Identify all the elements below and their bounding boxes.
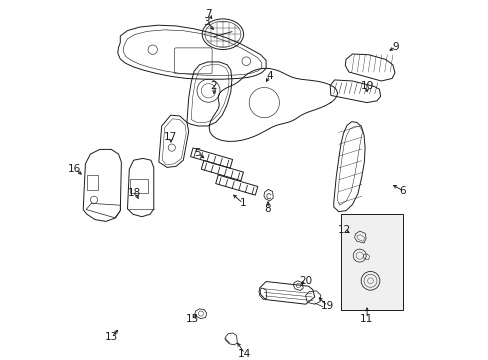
Text: 3: 3 — [203, 17, 209, 27]
Bar — [130, 179, 147, 193]
Text: 11: 11 — [360, 314, 373, 324]
Text: 17: 17 — [164, 132, 177, 142]
Text: 8: 8 — [264, 204, 271, 214]
Text: 12: 12 — [337, 225, 350, 235]
Text: 14: 14 — [237, 348, 251, 359]
Bar — [87, 175, 98, 190]
Text: 19: 19 — [320, 301, 333, 311]
Text: 13: 13 — [104, 332, 118, 342]
Text: 1: 1 — [239, 198, 245, 208]
Text: 16: 16 — [68, 164, 81, 174]
Text: 2: 2 — [210, 81, 217, 91]
Text: 10: 10 — [360, 81, 373, 91]
Text: 5: 5 — [194, 148, 201, 158]
Bar — [340, 214, 402, 310]
Text: 7: 7 — [205, 9, 211, 19]
Text: 9: 9 — [391, 42, 398, 52]
Text: 6: 6 — [399, 186, 406, 196]
Text: 20: 20 — [299, 276, 312, 286]
Text: 4: 4 — [266, 71, 272, 81]
Text: 15: 15 — [185, 314, 199, 324]
Text: 18: 18 — [128, 188, 141, 198]
